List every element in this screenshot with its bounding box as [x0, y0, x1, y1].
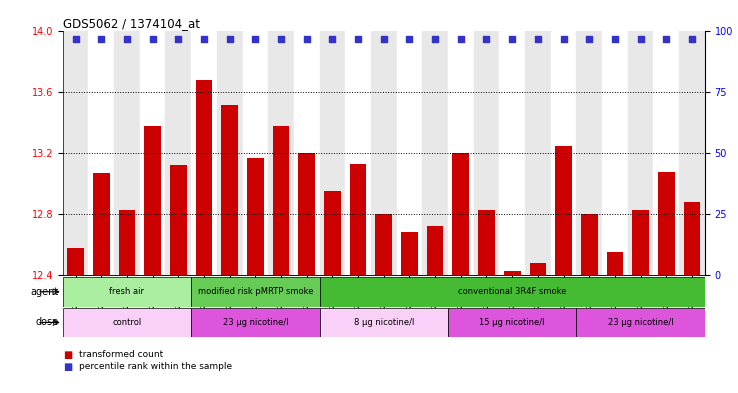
Bar	[272, 126, 289, 275]
Bar	[63, 277, 191, 307]
Bar	[144, 126, 161, 275]
Bar	[427, 226, 444, 275]
Bar	[93, 173, 110, 275]
Bar	[500, 31, 525, 275]
Point	[147, 36, 159, 42]
Bar	[653, 31, 679, 275]
Bar	[320, 308, 448, 337]
Point	[686, 36, 698, 42]
Point	[121, 36, 133, 42]
Text: 15 μg nicotine/l: 15 μg nicotine/l	[480, 318, 545, 327]
Text: 23 μg nicotine/l: 23 μg nicotine/l	[608, 318, 673, 327]
Text: GDS5062 / 1374104_at: GDS5062 / 1374104_at	[63, 17, 200, 30]
Bar	[139, 31, 165, 275]
Bar	[89, 31, 114, 275]
Point	[275, 36, 287, 42]
Bar	[422, 31, 448, 275]
Bar	[268, 31, 294, 275]
Bar	[658, 171, 675, 275]
Point	[326, 36, 338, 42]
Bar	[607, 252, 624, 275]
Bar	[350, 164, 367, 275]
Point	[173, 36, 184, 42]
Bar	[529, 263, 546, 275]
Bar	[221, 105, 238, 275]
Text: fresh air: fresh air	[109, 287, 145, 296]
Point	[378, 36, 390, 42]
Bar	[345, 31, 371, 275]
Bar	[243, 31, 268, 275]
Bar	[170, 165, 187, 275]
Bar	[320, 31, 345, 275]
Text: transformed count: transformed count	[79, 351, 163, 359]
Bar	[632, 209, 649, 275]
Point	[301, 36, 313, 42]
Point	[430, 36, 441, 42]
Text: 8 μg nicotine/l: 8 μg nicotine/l	[354, 318, 414, 327]
Bar	[191, 308, 320, 337]
Bar	[478, 209, 495, 275]
Bar	[324, 191, 341, 275]
Point	[455, 36, 466, 42]
Bar	[114, 31, 139, 275]
Bar	[371, 31, 396, 275]
Point	[661, 36, 672, 42]
Bar	[217, 31, 243, 275]
Bar	[504, 270, 520, 275]
Text: modified risk pMRTP smoke: modified risk pMRTP smoke	[198, 287, 313, 296]
Bar	[602, 31, 628, 275]
Bar	[119, 209, 135, 275]
Bar	[67, 248, 84, 275]
Bar	[576, 308, 705, 337]
Point	[249, 36, 261, 42]
Bar	[448, 31, 474, 275]
Point	[224, 36, 235, 42]
Bar	[165, 31, 191, 275]
Bar	[396, 31, 422, 275]
Bar	[191, 277, 320, 307]
Text: dose: dose	[36, 318, 59, 327]
Bar	[581, 214, 598, 275]
Point	[69, 36, 81, 42]
Bar	[298, 153, 315, 275]
Text: percentile rank within the sample: percentile rank within the sample	[79, 362, 232, 371]
Text: control: control	[112, 318, 142, 327]
Bar	[628, 31, 653, 275]
Bar	[401, 232, 418, 275]
Text: ■: ■	[63, 362, 72, 372]
Point	[532, 36, 544, 42]
Bar	[525, 31, 551, 275]
Bar	[683, 202, 700, 275]
Bar	[196, 80, 213, 275]
Point	[558, 36, 570, 42]
Point	[506, 36, 518, 42]
Point	[95, 36, 107, 42]
Bar	[452, 153, 469, 275]
Bar	[576, 31, 602, 275]
Point	[198, 36, 210, 42]
Text: conventional 3R4F smoke: conventional 3R4F smoke	[458, 287, 567, 296]
Text: agent: agent	[31, 287, 59, 297]
Bar	[376, 214, 392, 275]
Point	[404, 36, 415, 42]
Bar	[448, 308, 576, 337]
Bar	[63, 308, 191, 337]
Point	[635, 36, 646, 42]
Point	[583, 36, 595, 42]
Bar	[679, 31, 705, 275]
Bar	[474, 31, 500, 275]
Point	[352, 36, 364, 42]
Bar	[551, 31, 576, 275]
Text: 23 μg nicotine/l: 23 μg nicotine/l	[223, 318, 288, 327]
Bar	[247, 158, 263, 275]
Point	[480, 36, 492, 42]
Bar	[555, 146, 572, 275]
Bar	[63, 31, 89, 275]
Point	[609, 36, 621, 42]
Text: ■: ■	[63, 350, 72, 360]
Bar	[320, 277, 705, 307]
Bar	[294, 31, 320, 275]
Bar	[191, 31, 217, 275]
